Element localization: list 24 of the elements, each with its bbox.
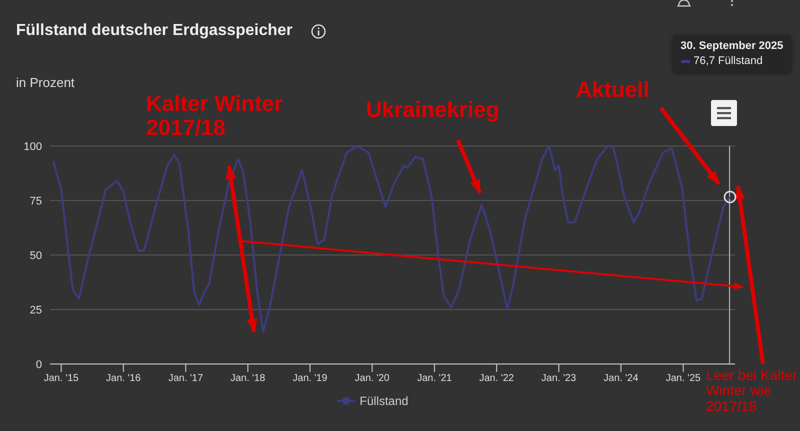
text: Leer bei Kalter Winter wie 2017/18 xyxy=(706,367,798,414)
tooltip-box: 30. September 2025 76,7 Füllstand xyxy=(672,35,792,72)
chart-title: Füllstand deutscher Erdgasspeicher xyxy=(16,22,293,40)
x-tick-label: Jan. '23 xyxy=(541,373,577,384)
y-tick-label: 0 xyxy=(36,358,42,371)
y-tick-label: 100 xyxy=(24,140,42,153)
x-tick-label: Jan. '18 xyxy=(230,373,266,384)
x-tick-label: Jan. '25 xyxy=(666,373,702,384)
y-tick-label: 25 xyxy=(30,304,42,316)
x-tick-label: Jan. '24 xyxy=(604,373,639,384)
x-tick-label: Jan. '19 xyxy=(292,373,328,384)
x-tick-label: Jan. '15 xyxy=(44,373,80,384)
text: Kalter Winter 2017/18 xyxy=(146,91,284,140)
x-tick-label: Jan. '20 xyxy=(354,373,390,384)
legend-label: Füllstand xyxy=(358,394,408,408)
x-tick-label: Jan. '21 xyxy=(417,373,452,384)
x-tick-label: Jan. '16 xyxy=(106,373,142,384)
y-axis-title: in Prozent xyxy=(16,75,75,90)
text: Ukrainekrieg xyxy=(366,97,500,122)
y-tick-label: 50 xyxy=(30,250,42,262)
x-tick-label: Jan. '22 xyxy=(479,373,514,384)
text: Aktuell xyxy=(576,77,650,102)
y-tick-label: 75 xyxy=(30,195,42,208)
x-tick-label: Jan. '17 xyxy=(168,373,204,384)
